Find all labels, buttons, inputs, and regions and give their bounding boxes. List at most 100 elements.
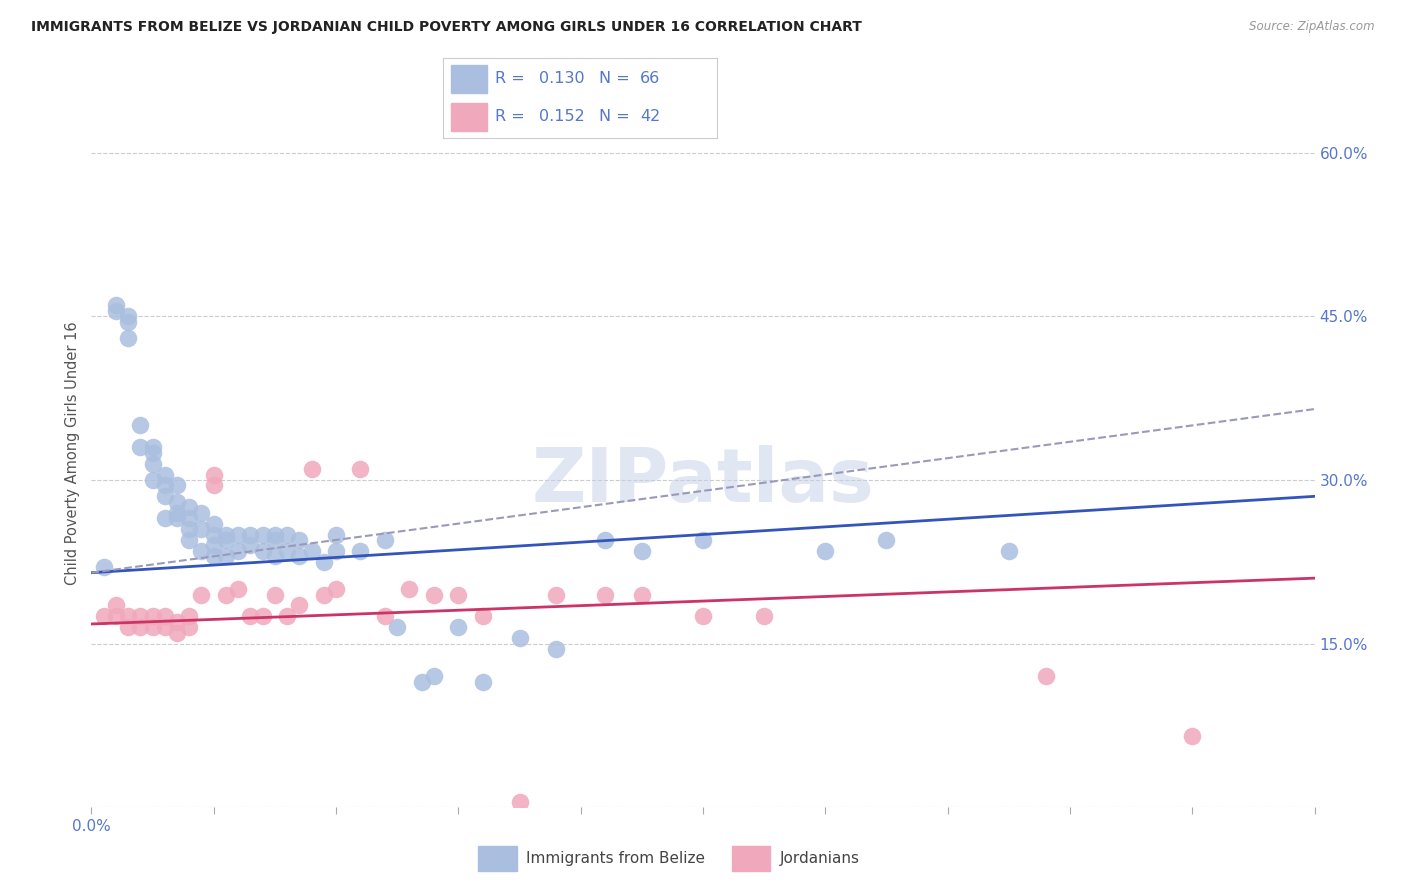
Point bbox=[226, 544, 249, 558]
Point bbox=[166, 506, 188, 520]
Point bbox=[754, 609, 776, 624]
Point bbox=[325, 582, 347, 596]
Point bbox=[546, 642, 568, 657]
Point bbox=[301, 544, 323, 558]
Point bbox=[166, 615, 188, 629]
Point bbox=[276, 609, 298, 624]
Point bbox=[471, 674, 494, 689]
Point bbox=[325, 544, 347, 558]
Point bbox=[631, 588, 654, 602]
Point bbox=[104, 298, 127, 312]
Point bbox=[153, 489, 176, 503]
Text: N =: N = bbox=[599, 109, 636, 124]
Point bbox=[546, 588, 568, 602]
Point bbox=[117, 315, 139, 329]
Point bbox=[93, 609, 115, 624]
Point bbox=[117, 310, 139, 324]
Point bbox=[129, 418, 152, 433]
Text: R =: R = bbox=[495, 109, 530, 124]
Text: R =: R = bbox=[495, 71, 530, 87]
Point bbox=[190, 544, 212, 558]
Point bbox=[301, 462, 323, 476]
Point bbox=[104, 599, 127, 613]
Text: N =: N = bbox=[599, 71, 636, 87]
Text: 0.152: 0.152 bbox=[538, 109, 585, 124]
Point bbox=[215, 527, 238, 541]
Point bbox=[166, 495, 188, 509]
Point bbox=[998, 544, 1021, 558]
Text: 0.130: 0.130 bbox=[538, 71, 585, 87]
Point bbox=[276, 544, 298, 558]
Point bbox=[447, 620, 470, 634]
Text: Source: ZipAtlas.com: Source: ZipAtlas.com bbox=[1250, 20, 1375, 33]
Point bbox=[202, 527, 225, 541]
Point bbox=[252, 609, 274, 624]
Point bbox=[226, 582, 249, 596]
Point bbox=[129, 620, 152, 634]
Point bbox=[252, 527, 274, 541]
Point bbox=[166, 478, 188, 492]
Text: IMMIGRANTS FROM BELIZE VS JORDANIAN CHILD POVERTY AMONG GIRLS UNDER 16 CORRELATI: IMMIGRANTS FROM BELIZE VS JORDANIAN CHIL… bbox=[31, 20, 862, 34]
Point bbox=[252, 544, 274, 558]
Point bbox=[385, 620, 409, 634]
Point bbox=[264, 527, 287, 541]
Point bbox=[179, 609, 201, 624]
Point bbox=[202, 478, 225, 492]
Point bbox=[692, 533, 714, 547]
Point bbox=[423, 588, 446, 602]
Point bbox=[239, 527, 262, 541]
Bar bbox=[478, 846, 516, 871]
Point bbox=[288, 533, 311, 547]
Point bbox=[202, 516, 225, 531]
Point bbox=[141, 609, 163, 624]
Point bbox=[264, 549, 287, 564]
Point bbox=[1181, 730, 1204, 744]
Point bbox=[141, 446, 163, 460]
Point bbox=[1035, 669, 1057, 683]
Point bbox=[190, 506, 212, 520]
Point bbox=[202, 467, 225, 482]
Point bbox=[325, 527, 347, 541]
Point bbox=[411, 674, 433, 689]
Text: 42: 42 bbox=[640, 109, 661, 124]
Point bbox=[104, 304, 127, 318]
Point bbox=[239, 609, 262, 624]
Bar bbox=[451, 65, 486, 94]
Point bbox=[117, 620, 139, 634]
Bar bbox=[451, 103, 486, 131]
Point bbox=[423, 669, 446, 683]
Point bbox=[264, 588, 287, 602]
Point bbox=[190, 588, 212, 602]
Point bbox=[153, 467, 176, 482]
Point bbox=[349, 544, 371, 558]
Point bbox=[190, 522, 212, 536]
Point bbox=[374, 533, 396, 547]
Point bbox=[398, 582, 420, 596]
Point bbox=[215, 588, 238, 602]
Point bbox=[153, 620, 176, 634]
Point bbox=[509, 631, 531, 645]
Point bbox=[179, 500, 201, 515]
Point bbox=[875, 533, 898, 547]
Point bbox=[179, 511, 201, 525]
Text: Jordanians: Jordanians bbox=[779, 851, 859, 866]
Point bbox=[288, 599, 311, 613]
Point bbox=[814, 544, 837, 558]
Point bbox=[141, 620, 163, 634]
Point bbox=[166, 511, 188, 525]
Point bbox=[117, 609, 139, 624]
Point bbox=[215, 533, 238, 547]
Point bbox=[202, 549, 225, 564]
Point bbox=[179, 620, 201, 634]
Point bbox=[153, 478, 176, 492]
Point bbox=[264, 533, 287, 547]
Bar bbox=[731, 846, 770, 871]
Point bbox=[471, 609, 494, 624]
Point bbox=[129, 609, 152, 624]
Point bbox=[239, 538, 262, 552]
Point bbox=[153, 511, 176, 525]
Point bbox=[179, 522, 201, 536]
Text: Immigrants from Belize: Immigrants from Belize bbox=[526, 851, 706, 866]
Point bbox=[202, 538, 225, 552]
Point bbox=[692, 609, 714, 624]
